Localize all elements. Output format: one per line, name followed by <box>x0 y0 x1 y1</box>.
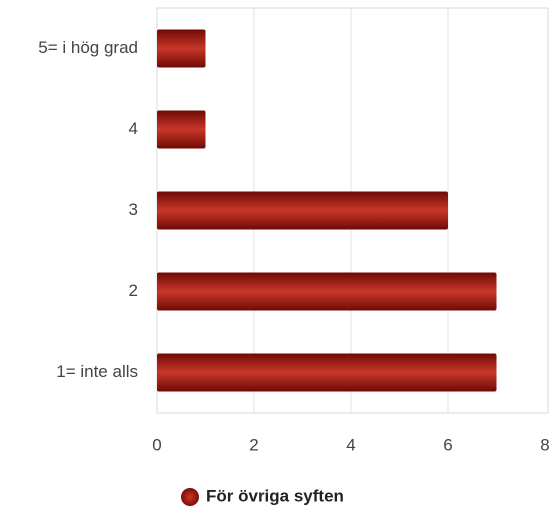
y-tick-label: 5= i hög grad <box>38 38 138 57</box>
x-tick-label: 6 <box>443 435 452 454</box>
bar <box>157 29 206 68</box>
x-tick-label: 0 <box>152 435 161 454</box>
bar <box>157 110 206 149</box>
x-tick-label: 4 <box>346 435 355 454</box>
y-tick-label: 2 <box>129 281 138 300</box>
y-tick-label: 1= inte alls <box>56 362 138 381</box>
legend-marker <box>181 488 199 506</box>
bar <box>157 272 497 311</box>
bar <box>157 191 448 230</box>
x-tick-label: 2 <box>249 435 258 454</box>
legend-text: För övriga syften <box>206 486 344 505</box>
y-tick-label: 3 <box>129 200 138 219</box>
y-tick-label: 4 <box>129 119 138 138</box>
bar <box>157 353 497 392</box>
x-tick-label: 8 <box>540 435 549 454</box>
